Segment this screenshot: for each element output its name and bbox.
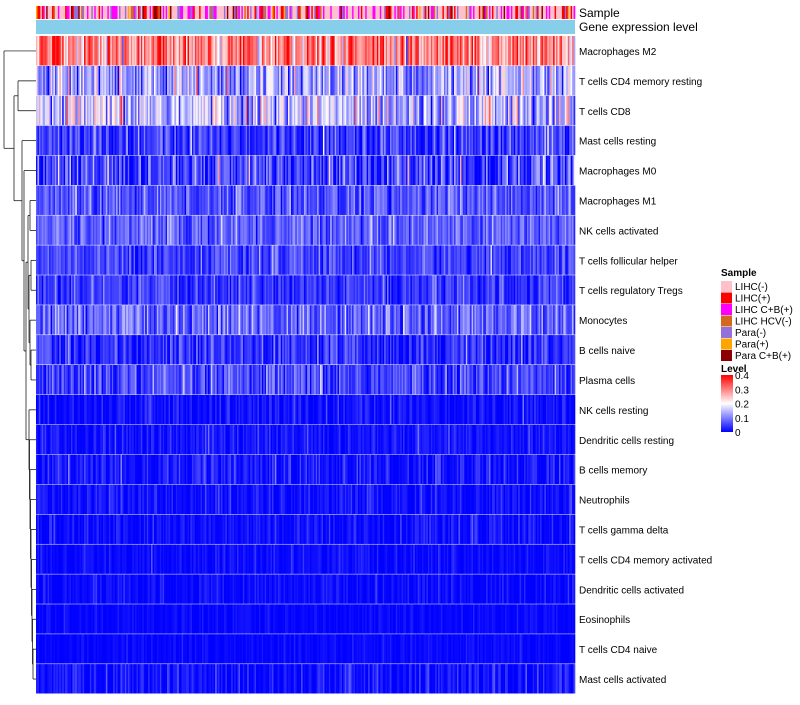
heatmap-cell (574, 126, 576, 155)
heatmap-row (36, 215, 575, 244)
row-dendrogram (4, 51, 36, 679)
heatmap-row (36, 395, 575, 424)
heatmap-cell (574, 186, 576, 215)
heatmap-cell (574, 215, 576, 244)
heatmap-cell (574, 335, 576, 364)
heatmap-row (36, 186, 575, 215)
heatmap-row (36, 365, 575, 394)
gene-expression-track (36, 20, 575, 34)
heatmap-row (36, 305, 575, 334)
gene-expression-track-label: Gene expression level (579, 20, 698, 34)
heatmap-row (36, 335, 575, 364)
sample-annotation-cell (574, 6, 576, 19)
heatmap-row (36, 36, 575, 65)
sample-track-label: Sample (579, 6, 620, 20)
heatmap-row (36, 275, 575, 304)
heatmap-cells (36, 36, 575, 694)
heatmap-cell (574, 245, 576, 274)
heatmap-cell (574, 305, 576, 334)
heatmap-row (36, 126, 575, 155)
heatmap-row (36, 156, 575, 185)
heatmap-cell (574, 96, 576, 125)
heatmap-cell (574, 156, 576, 185)
sample-annotation-track (36, 6, 575, 19)
heatmap-row (36, 66, 575, 95)
heatmap-cell (574, 275, 576, 304)
heatmap-cell (574, 365, 576, 394)
heatmap-cell (574, 66, 576, 95)
heatmap-cell (574, 36, 576, 65)
heatmap-row (36, 96, 575, 125)
heatmap-row (36, 245, 575, 274)
